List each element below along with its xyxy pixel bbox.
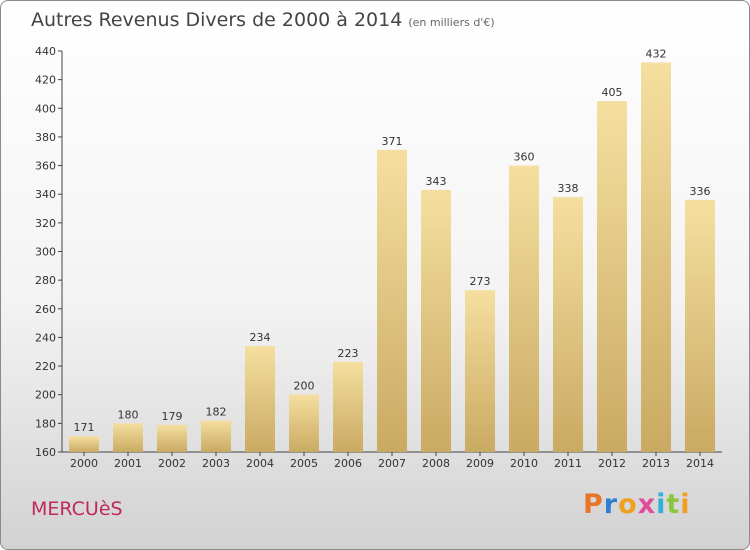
bar bbox=[69, 436, 99, 452]
data-label: 336 bbox=[690, 185, 711, 198]
brand-letter: r bbox=[603, 489, 619, 520]
x-tick-label: 2013 bbox=[642, 457, 670, 470]
x-tick-label: 2014 bbox=[686, 457, 714, 470]
data-label: 179 bbox=[162, 410, 183, 423]
bar bbox=[245, 346, 275, 452]
bar bbox=[509, 165, 539, 453]
x-tick-label: 2000 bbox=[70, 457, 98, 470]
data-label: 273 bbox=[470, 275, 491, 288]
y-tick-label: 220 bbox=[35, 360, 56, 373]
y-tick-label: 160 bbox=[35, 446, 56, 459]
y-tick-label: 240 bbox=[35, 331, 56, 344]
data-label: 360 bbox=[514, 151, 535, 164]
x-tick-label: 2007 bbox=[378, 457, 406, 470]
y-tick-label: 320 bbox=[35, 217, 56, 230]
data-label: 234 bbox=[250, 331, 271, 344]
bar bbox=[465, 290, 495, 452]
y-tick-label: 420 bbox=[35, 74, 56, 87]
brand-letter: x bbox=[637, 489, 657, 520]
bar bbox=[333, 361, 363, 452]
data-label: 171 bbox=[74, 421, 95, 434]
unit-text: (en milliers d'€) bbox=[408, 16, 495, 29]
brand-letter: i bbox=[680, 489, 691, 520]
y-tick-label: 260 bbox=[35, 303, 56, 316]
y-tick-label: 340 bbox=[35, 188, 56, 201]
y-tick-label: 200 bbox=[35, 389, 56, 402]
y-tick-label: 360 bbox=[35, 160, 56, 173]
y-tick-label: 300 bbox=[35, 246, 56, 259]
brand-letter: t bbox=[666, 489, 681, 520]
bar bbox=[685, 199, 715, 452]
x-tick-label: 2009 bbox=[466, 457, 494, 470]
data-label: 432 bbox=[646, 47, 667, 60]
x-tick-label: 2001 bbox=[114, 457, 142, 470]
y-tick-label: 280 bbox=[35, 274, 56, 287]
y-tick-label: 180 bbox=[35, 417, 56, 430]
data-label: 343 bbox=[426, 175, 447, 188]
x-tick-label: 2008 bbox=[422, 457, 450, 470]
data-label: 371 bbox=[382, 135, 403, 148]
chart-title: Autres Revenus Divers de 2000 à 2014 (en … bbox=[31, 9, 495, 31]
y-tick-label: 380 bbox=[35, 131, 56, 144]
x-tick-label: 2012 bbox=[598, 457, 626, 470]
x-tick-label: 2003 bbox=[202, 457, 230, 470]
data-label: 338 bbox=[558, 182, 579, 195]
title-text: Autres Revenus Divers de 2000 à 2014 bbox=[31, 9, 403, 31]
bar bbox=[201, 420, 231, 452]
data-label: 180 bbox=[118, 408, 139, 421]
bar bbox=[421, 189, 451, 453]
brand-letter: i bbox=[656, 489, 667, 520]
commune-name: MERCUèS bbox=[31, 498, 123, 520]
proxiti-logo: Proxiti bbox=[583, 489, 691, 520]
bar bbox=[157, 424, 187, 452]
x-tick-label: 2011 bbox=[554, 457, 582, 470]
brand-letter: o bbox=[618, 489, 638, 520]
data-label: 405 bbox=[602, 86, 623, 99]
bar bbox=[553, 197, 583, 452]
x-tick-label: 2004 bbox=[246, 457, 274, 470]
data-label: 223 bbox=[338, 347, 359, 360]
x-tick-label: 2006 bbox=[334, 457, 362, 470]
bar bbox=[113, 423, 143, 452]
x-tick-label: 2005 bbox=[290, 457, 318, 470]
brand-letter: P bbox=[583, 489, 604, 520]
x-tick-label: 2002 bbox=[158, 457, 186, 470]
y-tick-label: 400 bbox=[35, 102, 56, 115]
data-label: 200 bbox=[294, 380, 315, 393]
bar bbox=[641, 62, 671, 452]
data-label: 182 bbox=[206, 405, 227, 418]
bar bbox=[597, 101, 627, 452]
bar bbox=[289, 394, 319, 452]
bar bbox=[377, 149, 407, 452]
y-tick-label: 440 bbox=[35, 45, 56, 58]
x-tick-label: 2010 bbox=[510, 457, 538, 470]
